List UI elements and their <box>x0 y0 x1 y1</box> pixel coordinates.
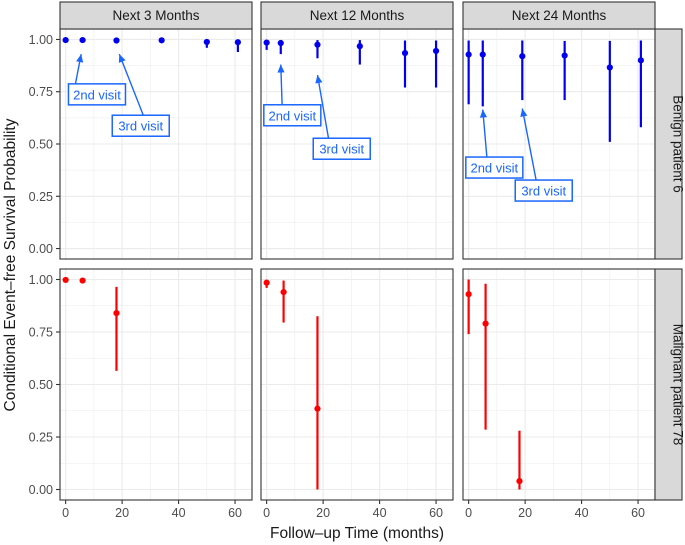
annotation-label: 3rd visit <box>319 142 364 157</box>
column-strip-label: Next 3 Months <box>112 8 199 23</box>
data-point <box>263 279 270 288</box>
data-point <box>113 286 120 371</box>
row-strip-label: Benign patient 6 <box>671 95 685 193</box>
row-strip: Malignant patient 78 <box>654 268 685 501</box>
data-point <box>479 40 486 107</box>
data-point <box>356 40 363 65</box>
data-point <box>401 40 409 88</box>
x-tick-label: 20 <box>115 506 129 520</box>
data-point <box>465 40 472 105</box>
annotation-label: 3rd visit <box>118 119 163 134</box>
panel-1-1 <box>260 268 454 501</box>
y-tick-label: 0.00 <box>29 242 53 256</box>
data-point <box>465 279 472 335</box>
data-point <box>79 277 86 284</box>
x-tick-label: 40 <box>575 506 589 520</box>
y-tick-label: 0.25 <box>29 190 53 204</box>
column-strip: Next 24 Months <box>462 1 656 30</box>
x-tick-label: 60 <box>631 506 645 520</box>
panel-1-2 <box>462 268 656 501</box>
y-tick-label: 1.00 <box>29 33 53 47</box>
y-tick-label: 1.00 <box>29 273 53 287</box>
annotation-3rd-visit: 3rd visit <box>312 74 371 160</box>
y-axis-title: Conditional Event–free Survival Probabil… <box>2 118 19 411</box>
data-point <box>561 40 568 101</box>
data-point <box>277 39 284 55</box>
row-strip: Benign patient 6 <box>654 28 685 260</box>
x-tick-label: 0 <box>62 506 69 520</box>
column-strip: Next 12 Months <box>260 1 454 30</box>
x-tick-label: 40 <box>373 506 387 520</box>
data-point <box>314 40 321 59</box>
x-tick-label: 20 <box>316 506 330 520</box>
data-point <box>62 276 69 284</box>
column-strip-label: Next 24 Months <box>512 8 607 23</box>
data-point <box>606 40 613 142</box>
annotation-2nd-visit: 2nd visit <box>465 109 524 179</box>
y-tick-label: 0.25 <box>29 431 53 445</box>
data-point <box>158 37 165 44</box>
annotation-3rd-visit: 3rd visit <box>111 53 170 137</box>
data-point <box>113 37 120 44</box>
axes-layer: 0.00 0.25 0.50 0.75 1.00 0.00 0.25 0.50 0.75 1.00… <box>29 33 645 520</box>
annotation-label: 2nd visit <box>73 87 121 102</box>
annotation-3rd-visit: 3rd visit <box>514 108 573 202</box>
panel-0-0: 2nd visit 3rd visit <box>59 28 253 260</box>
data-point <box>432 40 440 88</box>
row-strip-label: Malignant patient 78 <box>671 324 685 446</box>
y-tick-label: 0.75 <box>29 326 53 340</box>
y-tick-label: 0.50 <box>29 378 53 392</box>
x-tick-label: 0 <box>465 506 472 520</box>
x-axis-title: Follow–up Time (months) <box>270 525 444 542</box>
column-strip: Next 3 Months <box>59 1 253 30</box>
x-tick-label: 0 <box>263 506 270 520</box>
data-point <box>263 39 270 50</box>
column-strip-label: Next 12 Months <box>310 8 405 23</box>
data-point <box>280 280 287 323</box>
annotation-label: 3rd visit <box>521 184 566 199</box>
x-tick-label: 60 <box>429 506 443 520</box>
data-point <box>203 38 210 48</box>
panel-0-1: 2nd visit 3rd visit <box>260 28 454 260</box>
annotation-2nd-visit: 2nd visit <box>263 64 322 127</box>
annotation-label: 2nd visit <box>470 161 518 176</box>
data-point <box>637 40 644 128</box>
data-point <box>79 36 86 44</box>
x-tick-label: 40 <box>172 506 186 520</box>
data-point <box>62 36 69 44</box>
x-tick-label: 60 <box>228 506 242 520</box>
y-tick-label: 0.50 <box>29 138 53 152</box>
x-tick-label: 20 <box>518 506 532 520</box>
y-tick-label: 0.00 <box>29 483 53 497</box>
panel-1-0 <box>59 268 253 501</box>
y-tick-label: 0.75 <box>29 85 53 99</box>
data-point <box>314 316 321 490</box>
data-point <box>516 430 523 490</box>
data-point <box>234 39 241 52</box>
annotation-label: 2nd visit <box>268 108 316 123</box>
data-point <box>519 40 526 101</box>
strips-layer: Next 3 Months Next 12 Months Next 24 Month… <box>59 1 685 501</box>
data-point <box>482 283 489 430</box>
annotation-2nd-visit: 2nd visit <box>67 53 127 106</box>
